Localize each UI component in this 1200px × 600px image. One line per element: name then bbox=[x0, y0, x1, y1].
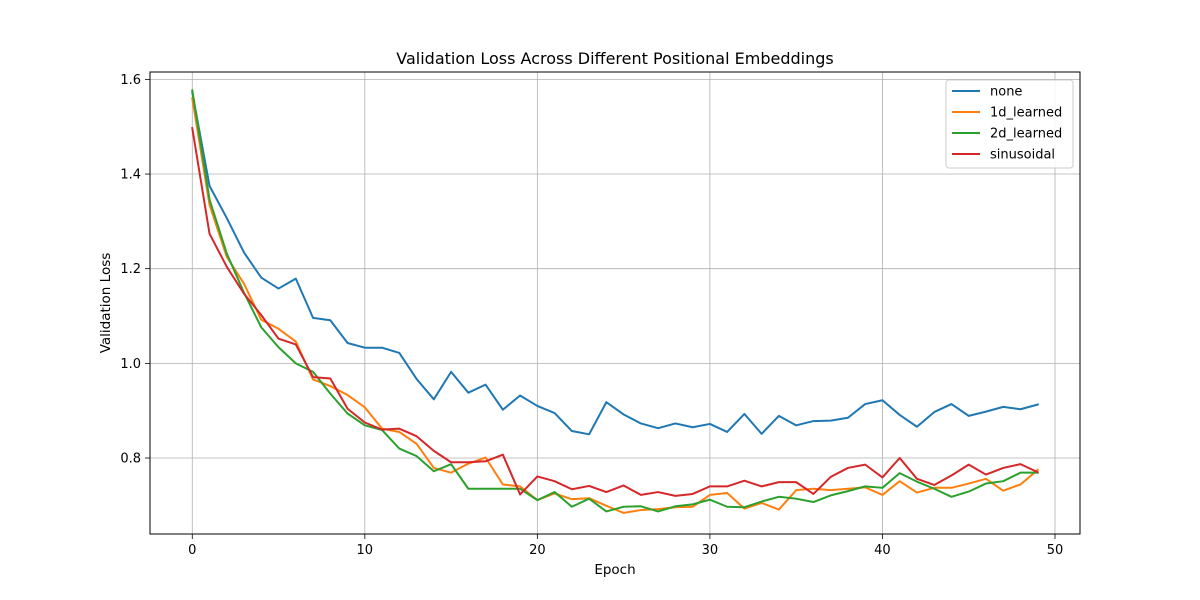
series-line-none bbox=[191, 90, 1039, 436]
chart-title: Validation Loss Across Different Positio… bbox=[396, 49, 833, 68]
y-axis-label: Validation Loss bbox=[98, 253, 114, 354]
axis-ticks: 0 10 20 30 40 50 0.8 1.0 1.2 1.4 1.6 bbox=[120, 73, 1063, 558]
legend-label-1d-learned: 1d_learned bbox=[990, 106, 1062, 121]
x-tick-label: 30 bbox=[702, 543, 719, 558]
series-line-sinusoidal bbox=[191, 126, 1040, 497]
x-tick-label: 40 bbox=[874, 543, 891, 558]
y-tick-label: 1.0 bbox=[120, 357, 141, 372]
x-tick-label: 0 bbox=[188, 543, 196, 558]
x-tick-label: 20 bbox=[529, 543, 546, 558]
y-tick-label: 1.2 bbox=[120, 262, 141, 277]
plot-frame bbox=[149, 71, 1081, 535]
series-layer bbox=[191, 89, 1040, 514]
y-tick-label: 0.8 bbox=[120, 451, 141, 466]
x-axis-label: Epoch bbox=[594, 562, 635, 578]
legend: none 1d_learned 2d_learned sinusoidal bbox=[945, 79, 1074, 169]
x-tick-label: 50 bbox=[1047, 543, 1064, 558]
y-tick-label: 1.6 bbox=[120, 73, 141, 88]
legend-box bbox=[945, 79, 1074, 169]
x-tick-label: 10 bbox=[357, 543, 374, 558]
y-tick-label: 1.4 bbox=[120, 168, 141, 183]
legend-label-none: none bbox=[990, 85, 1022, 100]
legend-label-2d-learned: 2d_learned bbox=[990, 127, 1062, 142]
series-line-2d-learned bbox=[191, 89, 1039, 513]
plot-area bbox=[150, 72, 1080, 534]
legend-label-sinusoidal: sinusoidal bbox=[990, 148, 1055, 163]
